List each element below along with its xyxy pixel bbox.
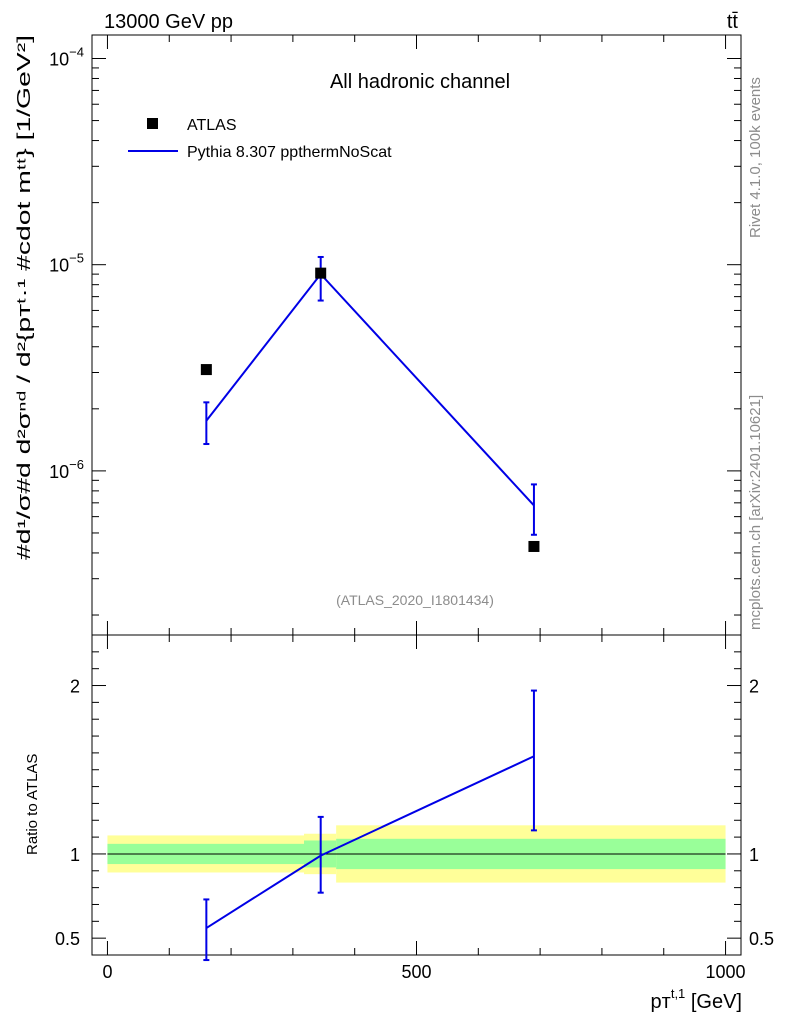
pythia-line xyxy=(205,272,535,507)
mcplots-label: mcplots.cern.ch [arXiv:2401.10621] xyxy=(747,395,764,630)
ratio-y-tick-label-right: 0.5 xyxy=(749,929,774,949)
x-tick-label: 1000 xyxy=(706,962,746,982)
ratio-y-tick-label: 0.5 xyxy=(55,929,80,949)
main-title: All hadronic channel xyxy=(330,71,510,93)
main-y-axis: 10−410−510−6 xyxy=(49,35,741,635)
legend-pythia-label: Pythia 8.307 ppthermNoScat xyxy=(187,144,392,161)
main-y-tick-label: 10−6 xyxy=(49,457,84,482)
x-axis-label: pᴛt,1 [GeV] xyxy=(651,986,742,1013)
x-axis-label-sup: t,1 xyxy=(671,986,685,1001)
x-axis-label-main: pᴛ xyxy=(651,991,671,1013)
legend: ATLAS Pythia 8.307 ppthermNoScat xyxy=(128,117,392,161)
main-y-tick-label: 10−4 xyxy=(49,44,84,69)
ratio-axes: 0.5 0.5 1 1 2 2 0 500 1000 xyxy=(55,635,774,982)
ratio-y-tick-label-right: 2 xyxy=(749,677,759,697)
atlas-data-point xyxy=(528,540,540,552)
main-y-tick-exp: −6 xyxy=(69,457,84,472)
main-y-tick-base: 10 xyxy=(49,49,69,69)
main-y-tick-base: 10 xyxy=(49,462,69,482)
rivet-version-label: Rivet 4.1.0, 100k events xyxy=(747,77,764,238)
ratio-plot-area xyxy=(203,689,537,962)
main-y-tick-label: 10−5 xyxy=(49,251,84,276)
main-y-tick-base: 10 xyxy=(49,256,69,276)
main-y-tick-exp: −5 xyxy=(69,251,84,266)
main-plot-area xyxy=(200,255,540,552)
x-tick-label: 0 xyxy=(102,962,112,982)
x-tick-label: 500 xyxy=(401,962,431,982)
energy-label: 13000 GeV pp xyxy=(104,11,233,33)
legend-atlas-marker xyxy=(147,118,158,129)
ratio-y-tick-label: 1 xyxy=(70,845,80,865)
ratio-panel-frame xyxy=(91,634,742,956)
main-y-tick-exp: −4 xyxy=(69,44,84,59)
ratio-y-tick-label: 2 xyxy=(70,677,80,697)
process-label: tt̄ xyxy=(727,11,739,33)
atlas-data-point xyxy=(315,267,327,279)
analysis-id-label: (ATLAS_2020_I1801434) xyxy=(336,592,494,608)
atlas-data-point xyxy=(200,364,212,376)
main-y-axis-label: #d¹/σ#d d²σⁿᵈ / d²{pᴛᵗ·¹ #cdot mᵗᵗ} [1/G… xyxy=(14,35,34,560)
x-axis-label-unit: [GeV] xyxy=(685,991,742,1013)
legend-atlas-label: ATLAS xyxy=(187,117,237,134)
ratio-y-axis-label: Ratio to ATLAS xyxy=(24,754,41,855)
ratio-y-tick-label-right: 1 xyxy=(749,845,759,865)
ratio-uncertainty-bands xyxy=(107,825,726,883)
